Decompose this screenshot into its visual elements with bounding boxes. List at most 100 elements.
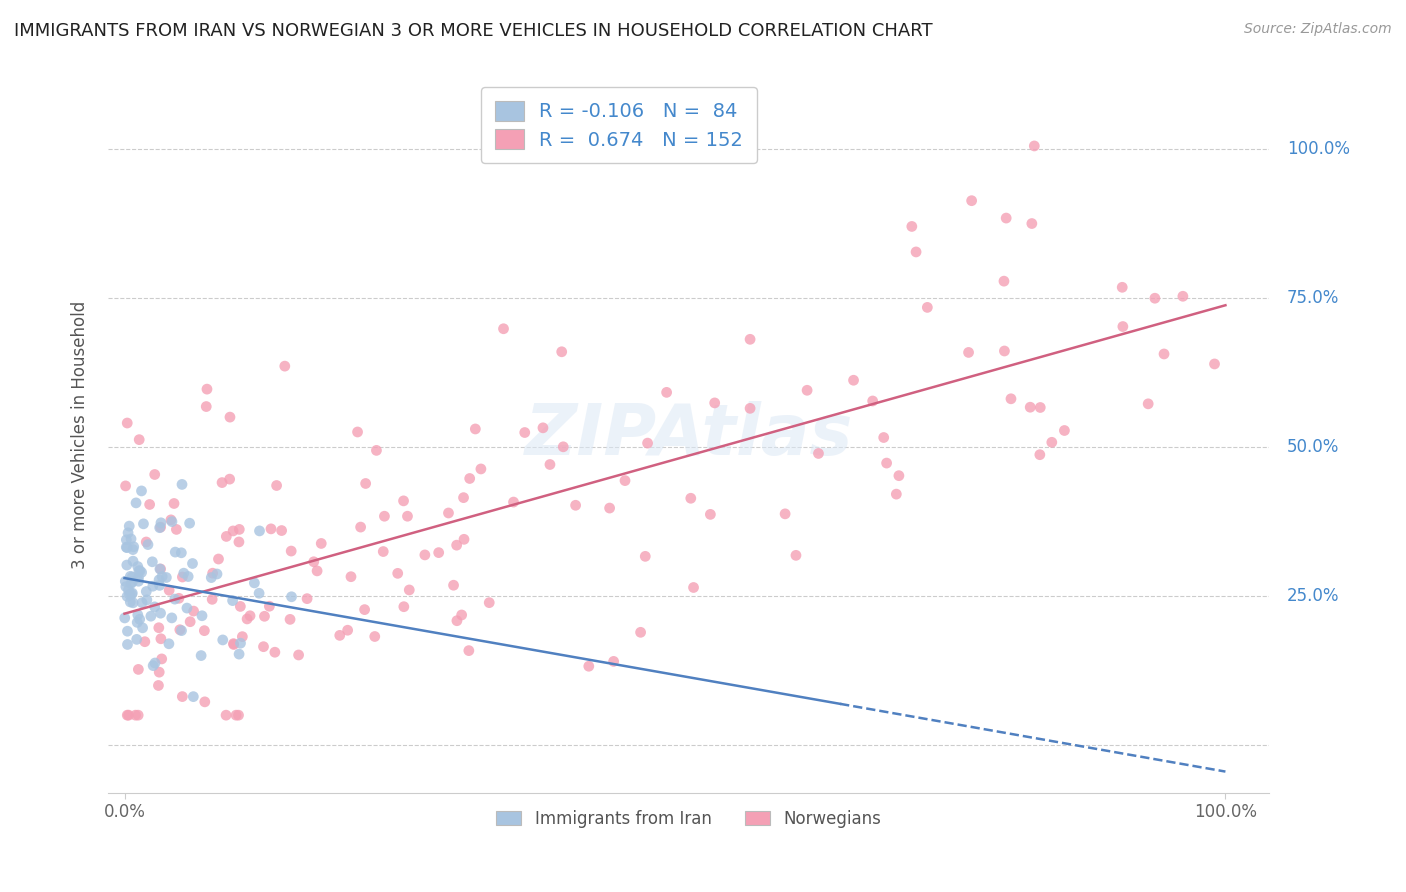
Point xyxy=(141,555,163,569)
Point xyxy=(738,332,761,346)
Point xyxy=(163,592,186,607)
Point xyxy=(148,665,170,680)
Point xyxy=(115,558,138,572)
Text: 75.0%: 75.0% xyxy=(1286,289,1340,307)
Point xyxy=(115,533,138,547)
Point xyxy=(115,590,138,604)
Point xyxy=(302,555,325,569)
Point xyxy=(149,562,172,576)
Point xyxy=(120,532,142,546)
Point xyxy=(173,566,195,581)
Point xyxy=(862,394,884,409)
Point xyxy=(247,586,270,600)
Point xyxy=(127,708,149,723)
Point xyxy=(117,525,139,540)
Point xyxy=(211,632,233,647)
Point xyxy=(148,678,170,692)
Point xyxy=(201,592,224,607)
Point xyxy=(149,606,172,620)
Point xyxy=(253,609,276,624)
Point xyxy=(176,601,198,615)
Point xyxy=(1111,280,1133,294)
Point xyxy=(228,535,250,549)
Point xyxy=(139,609,162,624)
Point xyxy=(260,522,283,536)
Text: Source: ZipAtlas.com: Source: ZipAtlas.com xyxy=(1244,22,1392,37)
Point xyxy=(398,582,420,597)
Point xyxy=(195,400,218,414)
Point xyxy=(329,628,352,642)
Point xyxy=(143,599,166,614)
Point xyxy=(170,477,193,491)
Point xyxy=(453,533,475,547)
Point xyxy=(458,471,481,485)
Point xyxy=(131,596,153,610)
Point xyxy=(127,662,149,676)
Point xyxy=(287,648,309,662)
Point xyxy=(114,574,136,589)
Point xyxy=(957,345,980,359)
Point xyxy=(121,574,143,589)
Point xyxy=(229,599,252,614)
Point xyxy=(127,571,149,585)
Point xyxy=(125,632,148,647)
Point xyxy=(205,567,228,582)
Point xyxy=(115,541,138,555)
Point xyxy=(115,416,138,430)
Point xyxy=(679,491,702,506)
Point xyxy=(215,708,238,723)
Point xyxy=(157,637,180,651)
Point xyxy=(901,219,924,234)
Point xyxy=(437,506,460,520)
Point xyxy=(457,643,479,657)
Point xyxy=(738,401,761,416)
Point xyxy=(960,194,983,208)
Point xyxy=(228,647,250,661)
Text: 100.0%: 100.0% xyxy=(1286,140,1350,158)
Point xyxy=(170,546,193,560)
Point xyxy=(1029,401,1052,415)
Point xyxy=(207,552,229,566)
Point xyxy=(470,462,492,476)
Point xyxy=(1137,397,1160,411)
Point xyxy=(578,659,600,673)
Point xyxy=(149,516,172,530)
Point xyxy=(115,540,138,554)
Point xyxy=(194,695,217,709)
Point xyxy=(121,570,143,584)
Point xyxy=(353,602,375,616)
Point xyxy=(125,496,148,510)
Point xyxy=(221,593,243,607)
Point xyxy=(1204,357,1226,371)
Point xyxy=(150,569,173,583)
Point xyxy=(602,654,624,668)
Point xyxy=(149,562,172,576)
Point xyxy=(538,458,561,472)
Point xyxy=(336,624,359,638)
Point xyxy=(118,519,141,533)
Point xyxy=(682,581,704,595)
Point xyxy=(387,566,409,581)
Point xyxy=(211,475,233,490)
Point xyxy=(169,623,191,637)
Point xyxy=(149,521,172,535)
Point xyxy=(129,564,152,578)
Point xyxy=(278,612,301,626)
Point xyxy=(995,211,1018,225)
Point xyxy=(450,607,472,622)
Point xyxy=(134,634,156,648)
Point xyxy=(876,456,898,470)
Point xyxy=(183,604,205,618)
Point xyxy=(143,467,166,482)
Point xyxy=(1112,319,1135,334)
Point xyxy=(236,612,259,626)
Point xyxy=(193,624,215,638)
Point xyxy=(132,516,155,531)
Point xyxy=(128,612,150,626)
Point xyxy=(179,615,201,629)
Point xyxy=(1143,291,1166,305)
Point xyxy=(349,520,371,534)
Point xyxy=(513,425,536,440)
Point xyxy=(219,410,242,425)
Point xyxy=(886,487,908,501)
